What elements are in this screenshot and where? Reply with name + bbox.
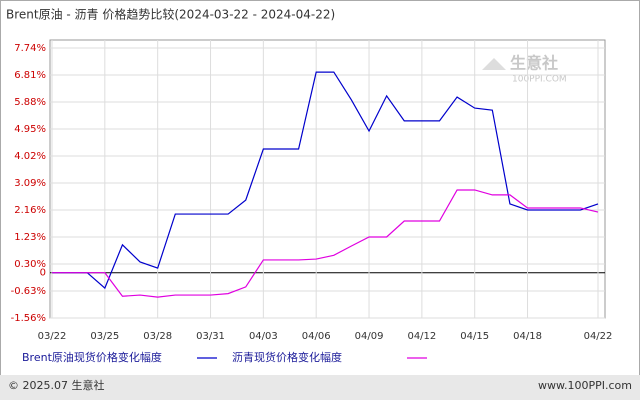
series-line	[52, 71, 599, 290]
x-tick-label: 03/28	[143, 331, 172, 342]
x-tick-label: 04/12	[407, 331, 436, 342]
x-tick-label: 03/25	[90, 331, 119, 342]
y-tick-label: 4.02%	[14, 151, 46, 162]
footer-bar	[0, 375, 640, 400]
y-tick-label: 0.30%	[14, 259, 46, 270]
y-tick-label: 3.09%	[14, 178, 46, 189]
x-tick-label: 04/06	[302, 331, 331, 342]
y-tick-label: -0.63%	[11, 286, 46, 297]
y-tick-label: 7.74%	[14, 43, 46, 54]
y-tick-label: 5.88%	[14, 97, 46, 108]
x-tick-label: 04/15	[460, 331, 489, 342]
x-tick-label: 04/09	[355, 331, 384, 342]
x-tick-label: 03/22	[38, 331, 67, 342]
y-tick-label: 2.16%	[14, 205, 46, 216]
watermark: 100PPI.COM	[512, 75, 567, 85]
y-tick-label: 4.95%	[14, 124, 46, 135]
watermark-logo	[482, 58, 506, 70]
legend-label: 沥青现货价格变化幅度	[232, 350, 342, 364]
x-tick-label: 04/22	[584, 331, 613, 342]
y-tick-label: 6.81%	[14, 70, 46, 81]
x-tick-label: 04/18	[513, 331, 542, 342]
y-tick-label: 0	[40, 268, 46, 279]
legend-label: Brent原油现货价格变化幅度	[22, 350, 162, 364]
x-tick-label: 04/03	[249, 331, 278, 342]
chart-title: Brent原油 - 沥青 价格趋势比较(2024-03-22 - 2024-04…	[6, 7, 335, 22]
x-tick-label: 03/31	[196, 331, 225, 342]
y-tick-label: -1.56%	[11, 313, 46, 324]
y-tick-label: 1.23%	[14, 232, 46, 243]
footer-right: www.100PPI.com	[538, 379, 632, 392]
watermark: 生意社	[510, 54, 558, 73]
series-line	[52, 189, 599, 298]
footer-left: © 2025.07 生意社	[8, 378, 104, 392]
